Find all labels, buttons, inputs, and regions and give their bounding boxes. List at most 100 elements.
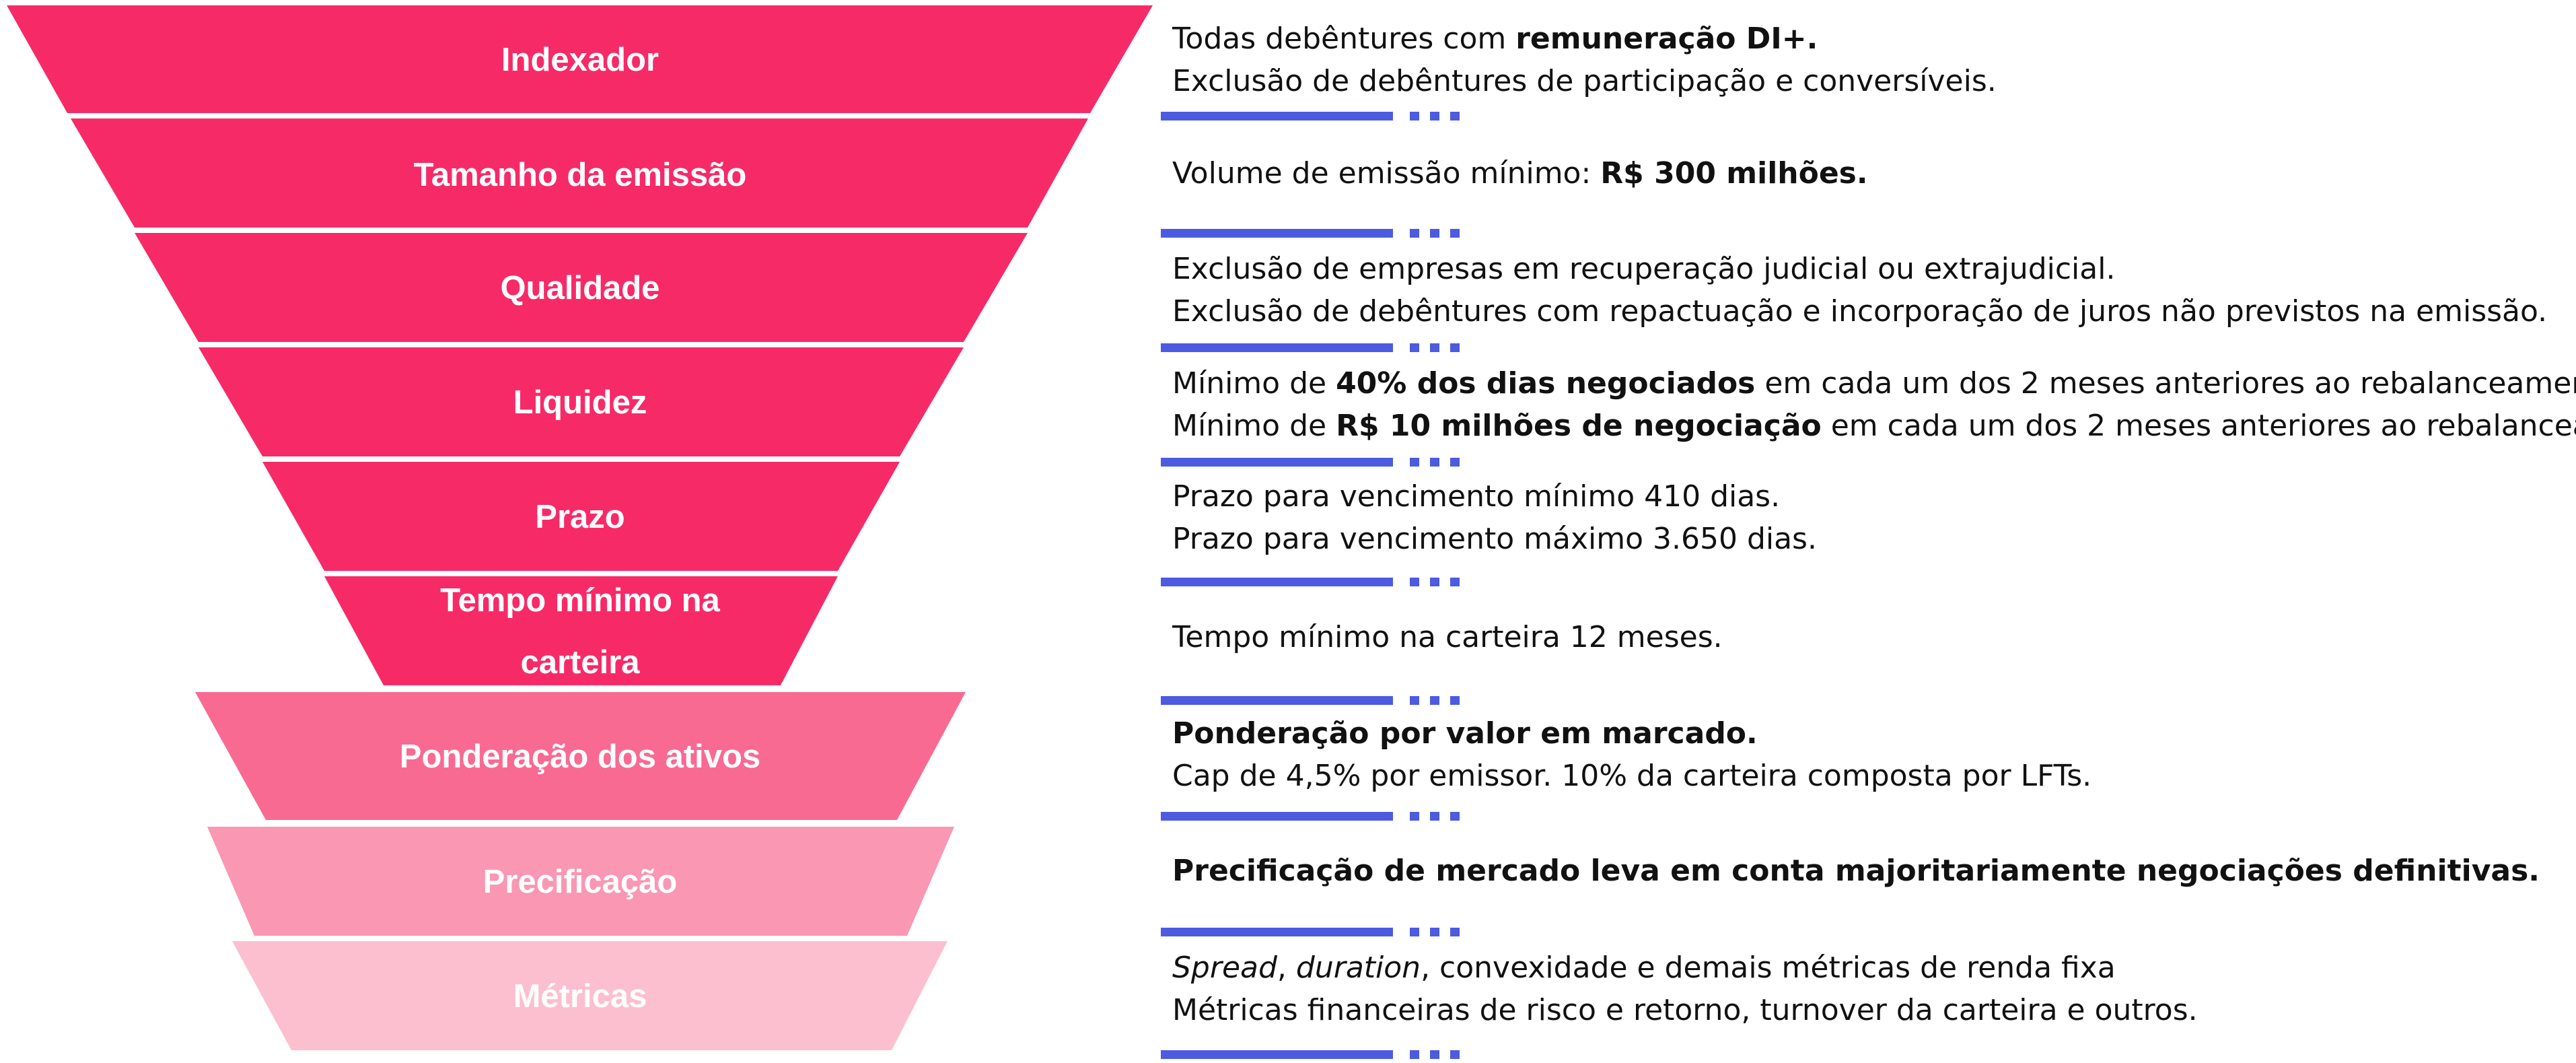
funnel-segment-label: Liquidez xyxy=(513,384,647,421)
criterion-description: Ponderação por valor em marcado. Cap de 4… xyxy=(1172,712,2572,797)
separator-dot xyxy=(1410,928,1419,936)
funnel-segment-label: Tempo mínimo na xyxy=(440,582,720,619)
separator-line xyxy=(1161,578,1470,586)
criterion-description: Prazo para vencimento mínimo 410 dias. Pr… xyxy=(1172,475,2572,560)
funnel-segment-shape xyxy=(232,941,947,1050)
description-text: Volume de emissão mínimo: xyxy=(1172,156,1601,191)
funnel-segment-shape xyxy=(195,692,966,820)
description-text: Exclusão de debêntures com repactuação e… xyxy=(1172,294,2548,329)
funnel-segment-shape xyxy=(207,827,954,936)
description-line: Ponderação por valor em marcado. xyxy=(1172,712,2572,755)
funnel-segment-shape xyxy=(71,118,1088,228)
description-text: Exclusão de debêntures de participação e… xyxy=(1172,64,1997,98)
description-text: Mínimo de xyxy=(1172,366,1336,401)
criterion-description: Todas debêntures com remuneração DI+. Exc… xyxy=(1172,18,2572,102)
funnel-segment: Tempo mínimo na carteira xyxy=(324,576,838,685)
separator-dot xyxy=(1410,458,1419,467)
separator-bar xyxy=(1161,1050,1393,1059)
separator-dot xyxy=(1450,928,1460,936)
separator-bar xyxy=(1161,928,1393,936)
emphasis-text: Ponderação por valor em marcado. xyxy=(1172,716,1758,751)
separator-dot xyxy=(1450,578,1460,586)
separator-dot xyxy=(1430,343,1439,352)
funnel-segment-label: Prazo xyxy=(535,499,624,535)
description-line: Precificação de mercado leva em conta ma… xyxy=(1172,850,2572,892)
description-line: Cap de 4,5% por emissor. 10% da carteira… xyxy=(1172,755,2572,797)
criterion-description: Spread, duration, convexidade e demais m… xyxy=(1172,947,2572,1031)
separator-bar xyxy=(1161,458,1393,467)
funnel-segment: Liquidez xyxy=(199,347,964,456)
description-text: Mínimo de xyxy=(1172,409,1336,443)
separator-dot xyxy=(1430,696,1439,705)
description-line: Volume de emissão mínimo: R$ 300 milhões… xyxy=(1172,152,2572,195)
description-line: Tempo mínimo na carteira 12 meses. xyxy=(1172,616,2572,658)
description-line: Métricas financeiras de risco e retorno,… xyxy=(1172,989,2572,1031)
separator-dot xyxy=(1410,696,1419,705)
description-line: Todas debêntures com remuneração DI+. xyxy=(1172,18,2572,60)
description-line: Exclusão de debêntures com repactuação e… xyxy=(1172,290,2572,333)
separator-dot xyxy=(1430,578,1439,586)
separator-bar xyxy=(1161,812,1393,821)
funnel-segment-label: Precificação xyxy=(483,864,678,900)
funnel-segment-shape xyxy=(324,576,838,685)
separator-dot xyxy=(1430,812,1439,821)
funnel-segment: Precificação xyxy=(207,827,954,936)
emphasis-text: 40% dos dias negociados xyxy=(1336,366,1756,401)
funnel-segment-shape xyxy=(199,347,964,456)
funnel-segment-shape xyxy=(262,462,900,571)
separator-line xyxy=(1161,1050,1470,1059)
separator-line xyxy=(1161,458,1470,467)
description-text: em cada um dos 2 meses anteriores ao reb… xyxy=(1755,366,2576,401)
separator-dot xyxy=(1410,578,1419,586)
separator-dot xyxy=(1410,812,1419,821)
description-line: Spread, duration, convexidade e demais m… xyxy=(1172,947,2572,989)
description-text: Exclusão de empresas em recuperação judi… xyxy=(1172,252,2116,286)
separator-dot xyxy=(1430,1050,1439,1059)
description-text: Prazo para vencimento mínimo 410 dias. xyxy=(1172,479,1781,514)
description-text: Prazo para vencimento máximo 3.650 dias. xyxy=(1172,522,1817,556)
funnel-segment-label: Qualidade xyxy=(501,270,660,306)
funnel-segment-shape xyxy=(135,233,1028,342)
separator-dot xyxy=(1410,1050,1419,1059)
emphasis-text: Precificação de mercado leva em conta ma… xyxy=(1172,854,2540,888)
funnel-segment-label: Tamanho da emissão xyxy=(414,157,747,193)
criterion-description: Precificação de mercado leva em conta ma… xyxy=(1172,850,2572,892)
separator-dot xyxy=(1430,458,1439,467)
separator-line xyxy=(1161,928,1470,936)
funnel-segment: Tamanho da emissão xyxy=(71,118,1088,228)
separator-line xyxy=(1161,229,1470,238)
separator-dot xyxy=(1410,229,1419,238)
description-text: Tempo mínimo na carteira 12 meses. xyxy=(1172,620,1723,654)
italic-text: Spread xyxy=(1172,951,1277,985)
funnel-segment-label: Ponderação dos ativos xyxy=(400,739,760,775)
description-text: , xyxy=(1277,951,1296,985)
description-text: , convexidade e demais métricas de renda… xyxy=(1421,951,2116,985)
italic-text: duration xyxy=(1295,951,1421,985)
separator-dot xyxy=(1450,1050,1460,1059)
funnel-segment: Ponderação dos ativos xyxy=(195,692,966,820)
description-text: em cada um dos 2 meses anteriores ao reb… xyxy=(1830,409,2576,443)
separator-bar xyxy=(1161,112,1393,121)
emphasis-text: R$ 10 milhões de negociação xyxy=(1336,409,1822,443)
separator-dot xyxy=(1430,112,1439,121)
funnel-segment: Prazo xyxy=(262,462,900,571)
description-line: Prazo para vencimento máximo 3.650 dias. xyxy=(1172,518,2572,560)
emphasis-text: remuneração DI+. xyxy=(1515,22,1818,56)
description-text: Métricas financeiras de risco e retorno,… xyxy=(1172,993,2198,1027)
description-text: Cap de 4,5% por emissor. 10% da carteira… xyxy=(1172,759,2092,793)
separator-dot xyxy=(1430,928,1439,936)
description-line: Exclusão de empresas em recuperação judi… xyxy=(1172,248,2572,290)
separator-dot xyxy=(1450,229,1460,238)
separator-dot xyxy=(1430,229,1439,238)
separator-dot xyxy=(1410,112,1419,121)
description-text: Todas debêntures com xyxy=(1172,22,1516,56)
separator-bar xyxy=(1161,696,1393,705)
description-line: Exclusão de debêntures de participação e… xyxy=(1172,60,2572,102)
funnel-segment: Métricas xyxy=(232,941,947,1050)
description-line: Mínimo de R$ 10 milhões de negociação em… xyxy=(1172,405,2576,447)
funnel-segment-label: carteira xyxy=(520,644,640,681)
criterion-description: Exclusão de empresas em recuperação judi… xyxy=(1172,248,2572,333)
funnel-segment: Qualidade xyxy=(135,233,1028,342)
separator-bar xyxy=(1161,578,1393,586)
